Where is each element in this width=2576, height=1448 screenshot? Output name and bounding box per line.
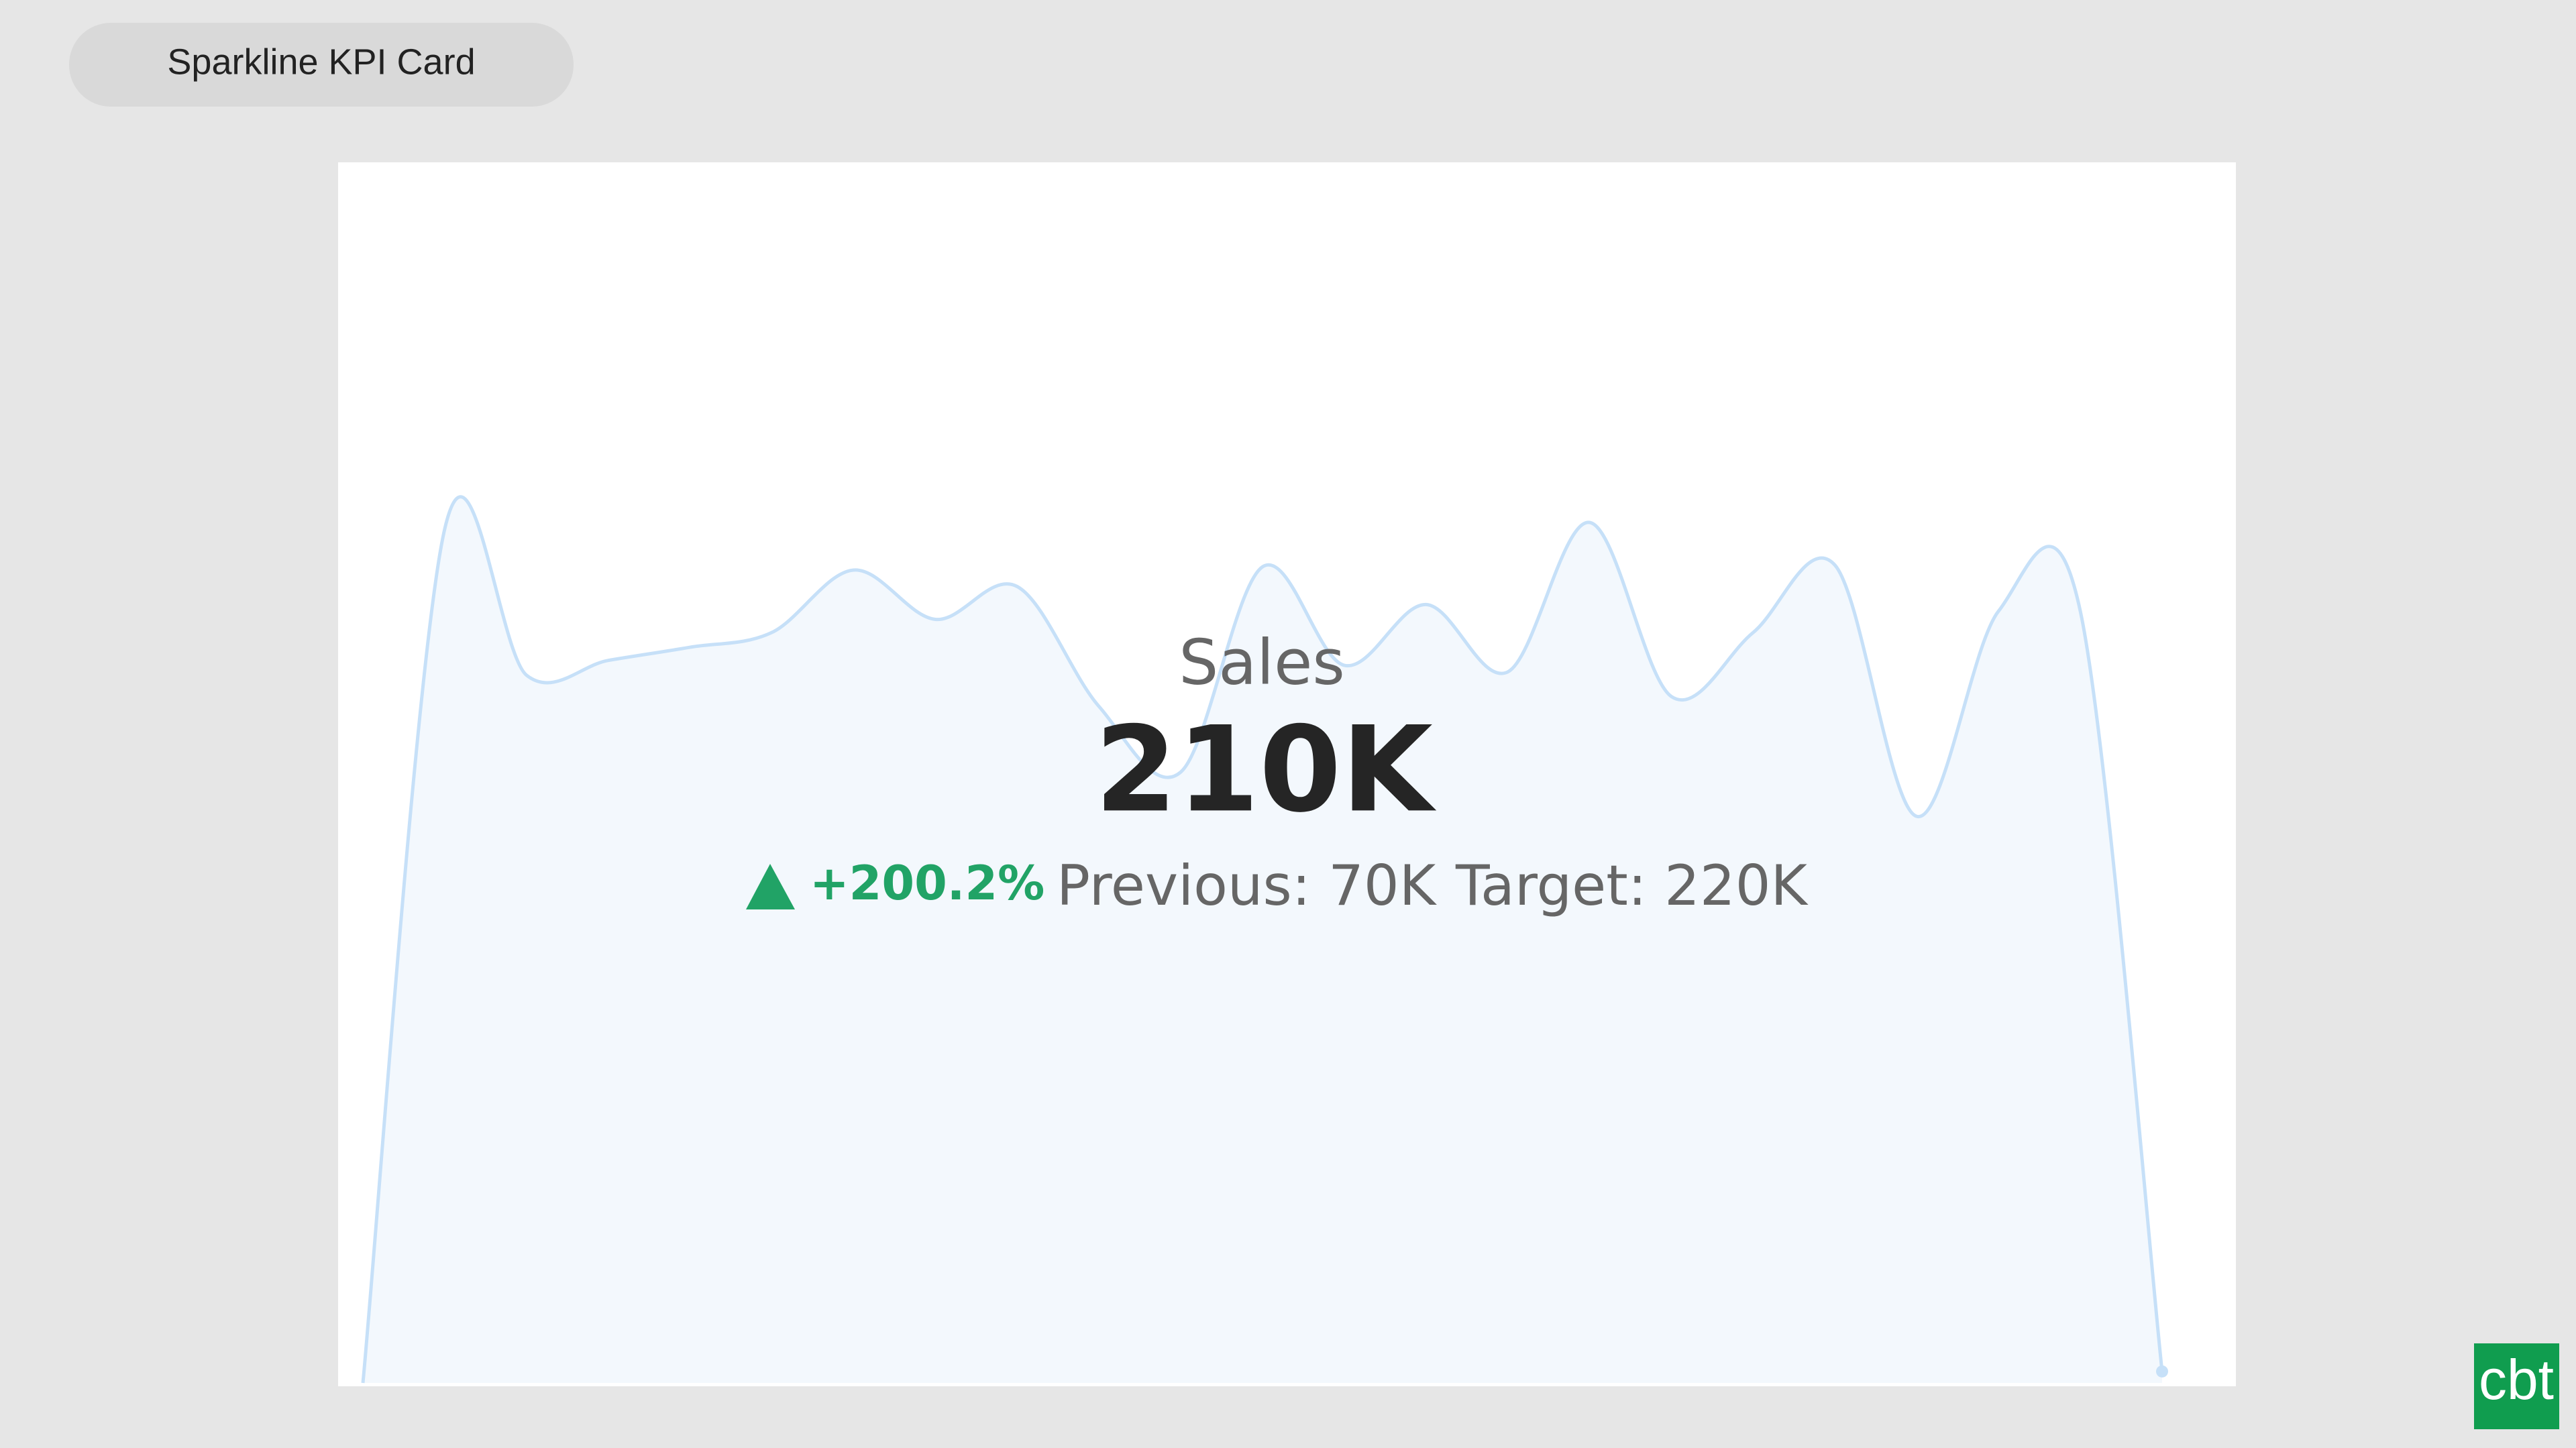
- logo: [2474, 1343, 2559, 1429]
- pill-label: Sparkline KPI Card: [167, 42, 475, 82]
- kpi-previous: Previous: 70K: [1057, 853, 1438, 918]
- up-arrow: [746, 864, 795, 909]
- sparkline-end-dot: [2156, 1365, 2168, 1378]
- sparkline-area: [363, 496, 2162, 1383]
- pill: [69, 23, 574, 107]
- kpi-title: Sales: [1179, 626, 1345, 698]
- sparkline-line: [361, 495, 2164, 1384]
- sparkline: [361, 495, 2168, 1384]
- kpi-target: Target: 220K: [1455, 853, 1809, 918]
- kpi-change: +200.2%: [810, 856, 1044, 911]
- logo-text: cbt: [2479, 1348, 2554, 1411]
- kpi-value: 210K: [1095, 701, 1436, 838]
